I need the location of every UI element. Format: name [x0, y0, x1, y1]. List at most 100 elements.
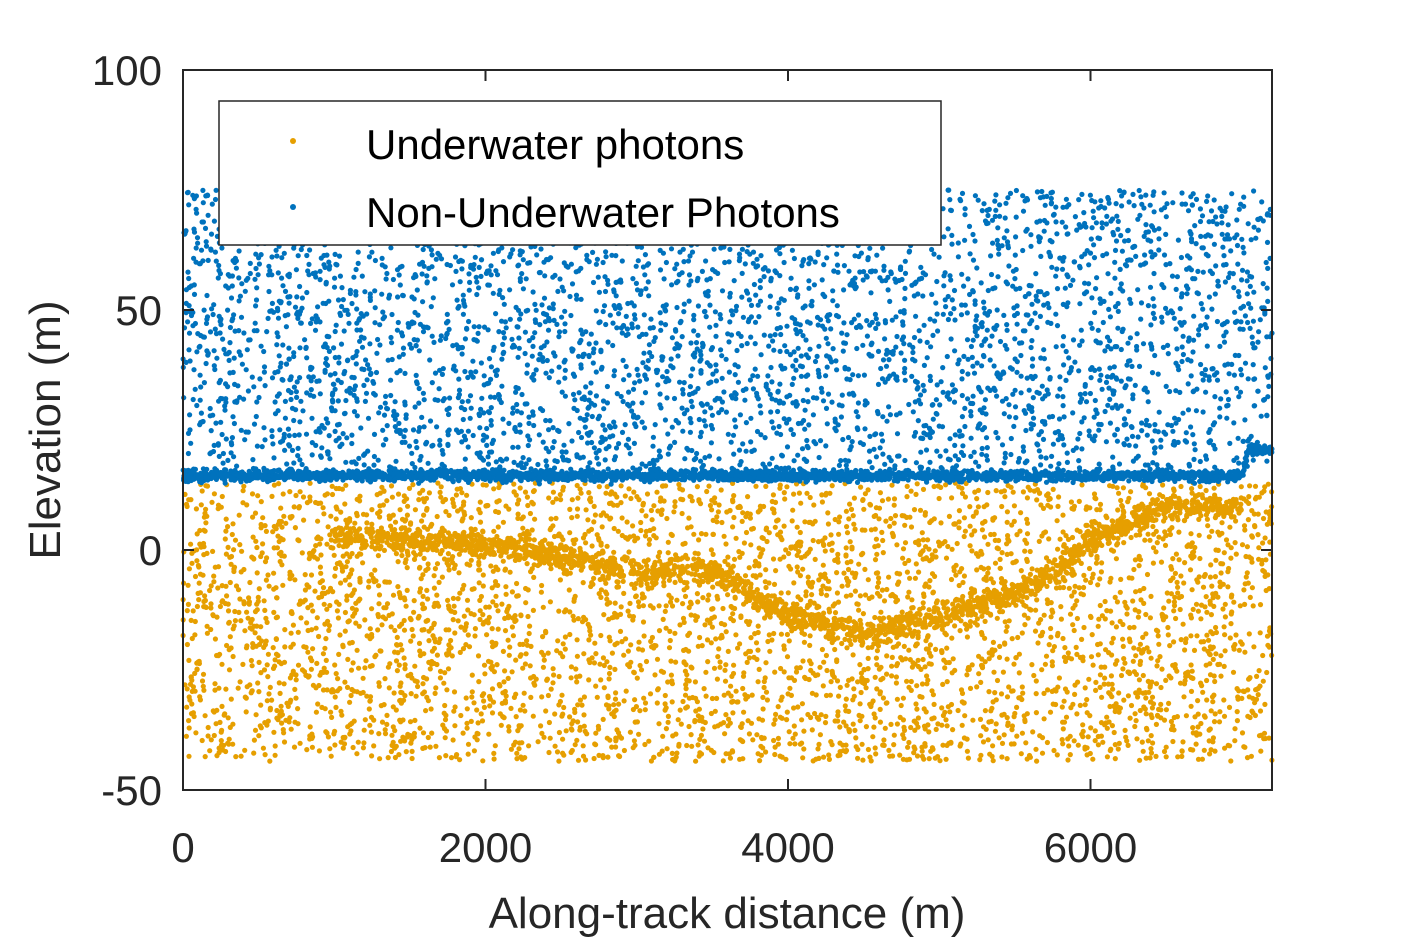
underwater-photon: [800, 658, 806, 664]
underwater-photon: [212, 681, 218, 687]
underwater-photon: [872, 526, 878, 532]
underwater-photon: [529, 527, 535, 533]
underwater-photon: [725, 648, 731, 655]
underwater-photon: [1173, 615, 1179, 622]
underwater-photon: [884, 653, 890, 659]
underwater-photon: [594, 532, 600, 538]
underwater-photon: [496, 484, 502, 491]
underwater-photon: [465, 741, 472, 747]
underwater-photon: [211, 732, 217, 739]
underwater-photon: [314, 615, 320, 621]
underwater-photon: [894, 542, 900, 548]
underwater-photon: [725, 690, 731, 696]
underwater-photon: [932, 755, 938, 761]
underwater-photon: [580, 535, 587, 541]
underwater-photon: [230, 626, 236, 632]
underwater-photon: [1188, 531, 1194, 537]
underwater-photon: [367, 698, 373, 704]
underwater-photon: [325, 734, 331, 740]
underwater-photon: [480, 612, 486, 618]
underwater-photon: [1150, 560, 1156, 566]
underwater-photon: [516, 724, 523, 730]
underwater-photon: [874, 590, 881, 596]
underwater-photon: [307, 480, 313, 486]
underwater-photon: [401, 655, 407, 661]
underwater-photon: [550, 680, 556, 686]
underwater-photon: [703, 693, 709, 699]
underwater-photon: [1212, 711, 1218, 717]
underwater-photon: [526, 743, 532, 749]
underwater-photon: [609, 744, 615, 750]
underwater-photon: [474, 707, 480, 713]
underwater-photon: [1109, 620, 1115, 626]
underwater-photon: [514, 756, 520, 762]
underwater-photon: [620, 578, 626, 585]
underwater-photon: [1220, 606, 1226, 612]
underwater-photon: [944, 679, 950, 685]
underwater-photon: [974, 567, 980, 573]
underwater-photon: [1156, 641, 1162, 647]
underwater-photon: [215, 585, 221, 591]
underwater-photon: [503, 693, 509, 699]
underwater-photon: [730, 524, 736, 530]
underwater-photon: [1134, 736, 1140, 742]
underwater-photon: [189, 560, 195, 566]
underwater-photon: [1045, 491, 1051, 497]
underwater-photon: [237, 596, 243, 602]
underwater-photon: [811, 502, 817, 508]
underwater-photon: [880, 550, 886, 556]
underwater-photon: [820, 683, 826, 689]
underwater-photon: [1149, 705, 1155, 711]
underwater-photon: [1211, 485, 1217, 491]
underwater-photon: [442, 717, 449, 723]
underwater-photon: [1081, 572, 1087, 579]
underwater-photon: [1262, 535, 1268, 541]
underwater-photon: [885, 496, 892, 502]
underwater-photon: [663, 705, 669, 711]
underwater-photon: [278, 505, 284, 511]
underwater-photon: [490, 599, 496, 605]
underwater-photon: [580, 580, 586, 586]
underwater-photon: [196, 564, 202, 570]
underwater-photon: [425, 566, 431, 572]
underwater-photon: [1090, 571, 1096, 577]
underwater-photon: [669, 750, 675, 757]
underwater-photon: [1107, 747, 1113, 754]
underwater-photon: [574, 637, 580, 643]
underwater-photon: [1095, 652, 1101, 658]
underwater-photon: [528, 694, 534, 701]
underwater-photon: [596, 484, 602, 490]
underwater-photon: [303, 644, 309, 651]
underwater-photon: [506, 652, 512, 658]
underwater-photon: [667, 599, 674, 605]
underwater-photon: [949, 635, 955, 641]
underwater-photon: [873, 655, 880, 661]
underwater-photon: [251, 623, 257, 629]
underwater-photon: [1153, 549, 1159, 555]
underwater-photon: [919, 753, 926, 760]
underwater-photon: [1197, 483, 1203, 490]
underwater-photon: [514, 750, 520, 756]
underwater-photon: [1054, 518, 1060, 524]
underwater-photon: [485, 502, 491, 509]
underwater-photon: [371, 717, 377, 723]
underwater-photon: [1181, 694, 1187, 700]
underwater-photon: [1045, 687, 1051, 693]
underwater-photon: [1195, 711, 1201, 717]
underwater-photon: [274, 715, 280, 721]
underwater-photon: [898, 702, 904, 709]
underwater-photon: [436, 639, 442, 646]
underwater-photon: [506, 554, 512, 560]
underwater-photon: [371, 743, 377, 749]
underwater-photon: [772, 751, 778, 758]
underwater-photon: [1119, 504, 1125, 510]
underwater-photon: [791, 723, 797, 729]
underwater-photon: [1132, 723, 1138, 730]
underwater-photon: [789, 518, 795, 524]
underwater-photon: [672, 503, 678, 509]
underwater-photon: [1208, 562, 1214, 568]
underwater-photon: [464, 725, 470, 731]
underwater-photon: [412, 717, 418, 724]
underwater-photon: [262, 752, 268, 758]
underwater-photon: [1137, 641, 1143, 647]
